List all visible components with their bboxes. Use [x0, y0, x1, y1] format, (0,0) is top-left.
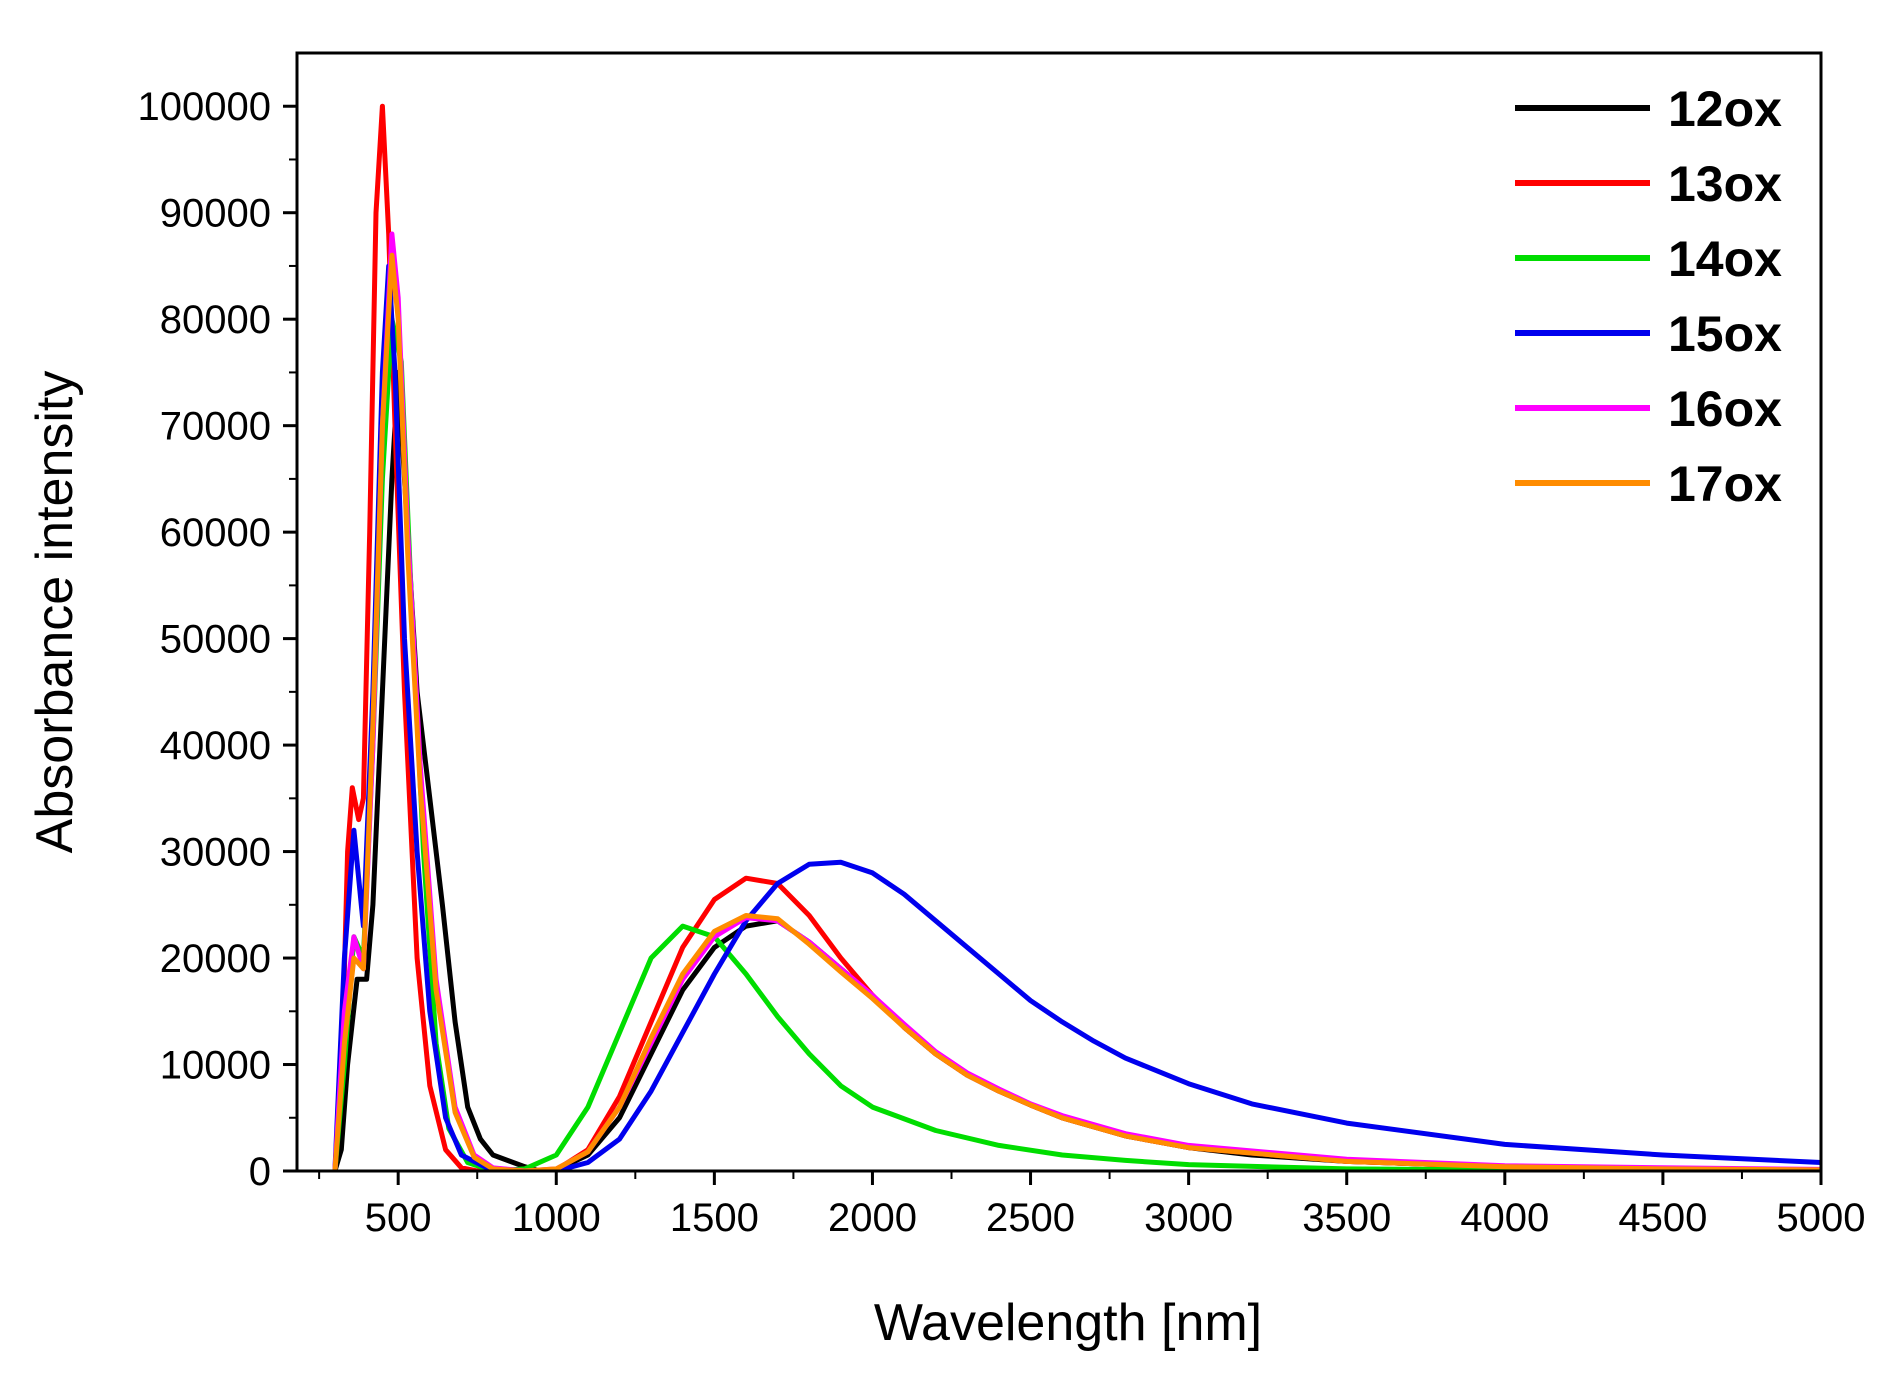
series-line-15ox [332, 263, 1821, 1171]
y-tick-label: 30000 [160, 831, 271, 875]
y-tick-label: 0 [249, 1150, 271, 1194]
y-tick-label: 70000 [160, 405, 271, 449]
series-layer [332, 103, 1821, 1171]
legend-label-17ox: 17ox [1668, 456, 1782, 512]
y-tick-label: 60000 [160, 511, 271, 555]
plot-frame [295, 51, 1823, 1173]
series-line-13ox [332, 103, 1821, 1171]
x-tick-label: 4500 [1618, 1196, 1707, 1240]
legend-label-16ox: 16ox [1668, 381, 1782, 437]
x-tick-label: 500 [365, 1196, 432, 1240]
x-tick-label: 1500 [670, 1196, 759, 1240]
y-tick-label: 40000 [160, 724, 271, 768]
x-tick-label: 3500 [1302, 1196, 1391, 1240]
x-axis-title: Wavelength [nm] [874, 1294, 1262, 1352]
x-tick-label: 3000 [1144, 1196, 1233, 1240]
y-tick-label: 100000 [138, 85, 271, 129]
series-line-12ox [332, 369, 1821, 1171]
series-line-17ox [332, 252, 1821, 1171]
axes-layer: 500 1000 1500 2000 2500 3000 3500 4000 4500 50000… [138, 51, 1866, 1240]
y-tick-label: 80000 [160, 298, 271, 342]
legend-label-13ox: 13ox [1668, 156, 1782, 212]
y-tick-label: 90000 [160, 192, 271, 236]
legend-label-14ox: 14ox [1668, 231, 1782, 287]
x-tick-label: 1000 [512, 1196, 601, 1240]
legend: 12ox 13ox 14ox 15ox 16ox 17ox [1515, 81, 1782, 512]
legend-label-15ox: 15ox [1668, 306, 1782, 362]
legend-label-12ox: 12ox [1668, 81, 1782, 137]
x-tick-label: 2500 [986, 1196, 1075, 1240]
x-tick-label: 2000 [828, 1196, 917, 1240]
y-tick-label: 20000 [160, 937, 271, 981]
x-tick-label: 4000 [1460, 1196, 1549, 1240]
y-tick-label: 50000 [160, 618, 271, 662]
x-tick-label: 5000 [1777, 1196, 1866, 1240]
y-axis-title: Absorbance intensity [26, 371, 84, 854]
series-line-14ox [332, 316, 1821, 1171]
y-tick-label: 10000 [160, 1044, 271, 1088]
